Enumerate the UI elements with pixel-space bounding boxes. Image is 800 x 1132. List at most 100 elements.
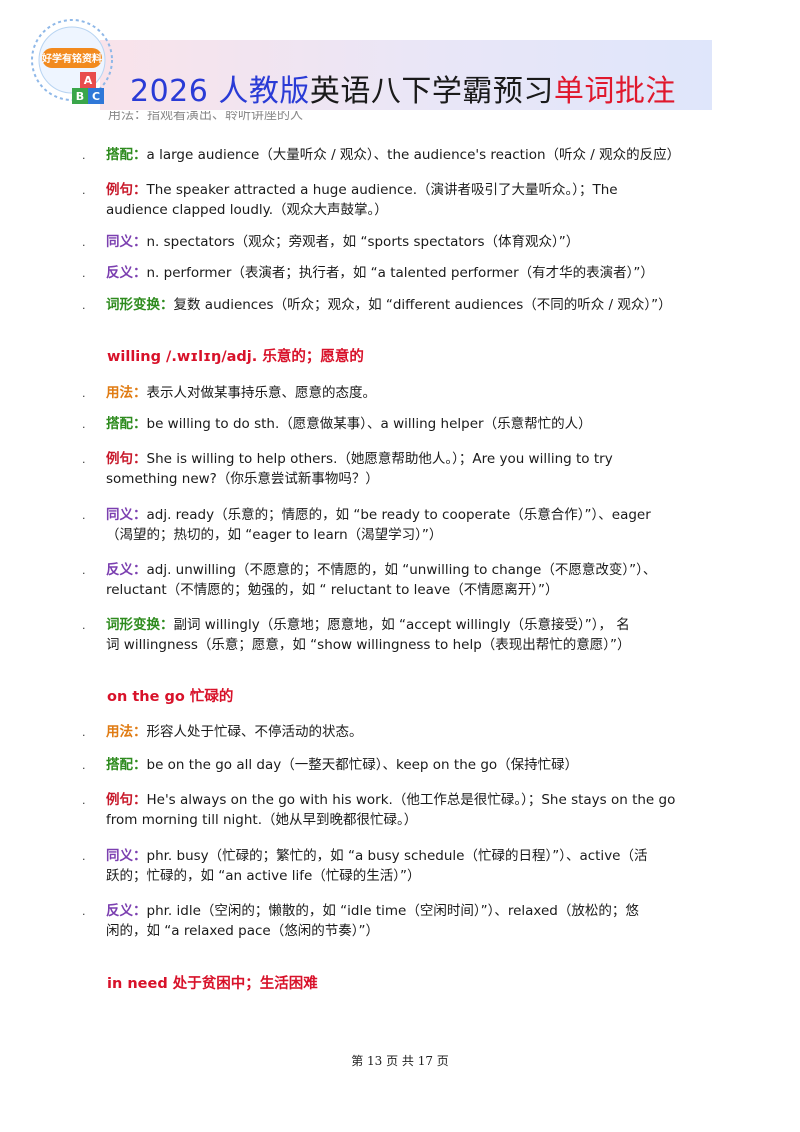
entry-label: 同义： — [106, 234, 147, 250]
annotation-line: 例句：He's always on the go with his work.（… — [106, 790, 706, 810]
annotation-text: 同义：n. spectators（观众；旁观者，如 “sports specta… — [106, 232, 706, 252]
entry-body: She is willing to help others.（她愿意帮助他人。）… — [146, 451, 613, 467]
annotation-text: 词形变换：复数 audiences（听众；观众，如 “different aud… — [106, 295, 706, 315]
page-footer: 第 13 页 共 17 页 — [351, 1054, 449, 1068]
annotation-text: 反义：adj. unwilling（不愿意的；不情愿的，如 “unwilling… — [106, 560, 706, 600]
entry-body: 复数 audiences（听众；观众，如 “different audience… — [173, 297, 672, 313]
entry-body: something new?（你乐意尝试新事物吗？） — [106, 471, 379, 487]
annotation-text: 用法：表示人对做某事持乐意、愿意的态度。 — [106, 383, 706, 403]
page-title: 2026 人教版英语八下学霸预习单词批注 — [130, 74, 676, 110]
entry-label: 用法： — [106, 385, 147, 401]
bullet-mark: . — [82, 387, 86, 400]
annotation-text: 搭配：be willing to do sth.（愿意做某事）、a willin… — [106, 414, 706, 434]
annotation-line: something new?（你乐意尝试新事物吗？） — [106, 469, 706, 489]
entry-label: 搭配： — [106, 757, 147, 773]
entry-body: audience clapped loudly.（观众大声鼓掌。） — [106, 202, 388, 218]
entry-label: 反义： — [106, 265, 147, 281]
annotation-line: 同义：n. spectators（观众；旁观者，如 “sports specta… — [106, 232, 706, 252]
bullet-mark: . — [82, 453, 86, 466]
entry-body: He's always on the go with his work.（他工作… — [146, 792, 676, 808]
annotation-text: 词形变换：副词 willingly（乐意地；愿意地，如 “accept will… — [106, 615, 706, 655]
entry-body: （渴望的；热切的，如 “eager to learn（渴望学习）”） — [106, 527, 443, 543]
annotation-text: 例句：He's always on the go with his work.（… — [106, 790, 706, 830]
annotation-text: 反义：phr. idle（空闲的；懒散的，如 “idle time（空闲时间）”… — [106, 901, 706, 941]
annotation-line: 搭配：be willing to do sth.（愿意做某事）、a willin… — [106, 414, 706, 434]
bullet-mark: . — [82, 509, 86, 522]
logo: 好学有铭资料 A B C — [24, 16, 124, 112]
title-part-notes: 单词批注 — [553, 74, 676, 109]
entry-body: be willing to do sth.（愿意做某事）、a willing h… — [146, 416, 592, 432]
annotation-line: reluctant（不情愿的；勉强的，如 “ reluctant to leav… — [106, 580, 706, 600]
logo-text: 好学有铭资料 — [41, 52, 102, 65]
bullet-mark: . — [82, 726, 86, 739]
cutoff-text: 用法：指观看演出、聆听讲座的人 — [108, 111, 304, 121]
annotation-line: 用法：表示人对做某事持乐意、愿意的态度。 — [106, 383, 706, 403]
entry-body: a large audience（大量听众 / 观众）、the audience… — [146, 147, 681, 163]
entry-label: 词形变换： — [106, 297, 174, 313]
logo-block-a: A — [84, 74, 93, 87]
entry-label: 反义： — [106, 903, 147, 919]
entry-label: 同义： — [106, 848, 147, 864]
bullet-mark: . — [82, 759, 86, 772]
cutoff-previous-line: 用法：指观看演出、聆听讲座的人 — [108, 111, 328, 121]
bullet-mark: . — [82, 850, 86, 863]
entry-label: 词形变换： — [106, 617, 174, 633]
entry-body: phr. idle（空闲的；懒散的，如 “idle time（空闲时间）”）、r… — [146, 903, 639, 919]
annotation-text: 同义：phr. busy（忙碌的；繁忙的，如 “a busy schedule（… — [106, 846, 706, 886]
annotation-text: 搭配：a large audience（大量听众 / 观众）、the audie… — [106, 145, 706, 165]
entry-body: adj. ready（乐意的；情愿的，如 “be ready to cooper… — [146, 507, 651, 523]
annotation-line: 例句：The speaker attracted a huge audience… — [106, 180, 706, 200]
entry-body: 词 willingness（乐意；愿意，如 “show willingness … — [106, 637, 631, 653]
logo-block-c: C — [92, 90, 100, 103]
bullet-mark: . — [82, 564, 86, 577]
annotation-line: 跃的；忙碌的，如 “an active life（忙碌的生活）”） — [106, 866, 706, 886]
annotation-line: 同义：adj. ready（乐意的；情愿的，如 “be ready to coo… — [106, 505, 706, 525]
annotation-line: 搭配：a large audience（大量听众 / 观众）、the audie… — [106, 145, 706, 165]
bullet-mark: . — [82, 299, 86, 312]
entry-label: 例句： — [106, 451, 147, 467]
bullet-mark: . — [82, 149, 86, 162]
annotation-line: 词形变换：副词 willingly（乐意地；愿意地，如 “accept will… — [106, 615, 706, 635]
entry-body: adj. unwilling（不愿意的；不情愿的，如 “unwilling to… — [146, 562, 657, 578]
entry-body: be on the go all day（一整天都忙碌）、keep on the… — [146, 757, 579, 773]
entry-label: 例句： — [106, 792, 147, 808]
bullet-mark: . — [82, 236, 86, 249]
bullet-mark: . — [82, 418, 86, 431]
bullet-mark: . — [82, 619, 86, 632]
word-heading: on the go 忙碌的 — [107, 689, 234, 705]
annotation-line: 同义：phr. busy（忙碌的；繁忙的，如 “a busy schedule（… — [106, 846, 706, 866]
entry-body: 表示人对做某事持乐意、愿意的态度。 — [146, 385, 377, 401]
logo-block-b: B — [76, 90, 84, 103]
word-heading: in need 处于贫困中；生活困难 — [107, 976, 318, 992]
annotation-line: from morning till night.（她从早到晚都很忙碌。） — [106, 810, 706, 830]
entry-body: 跃的；忙碌的，如 “an active life（忙碌的生活）”） — [106, 868, 421, 884]
entry-body: n. spectators（观众；旁观者，如 “sports spectator… — [146, 234, 580, 250]
entry-body: 形容人处于忙碌、不停活动的状态。 — [146, 724, 363, 740]
annotation-line: audience clapped loudly.（观众大声鼓掌。） — [106, 200, 706, 220]
entry-label: 同义： — [106, 507, 147, 523]
bullet-mark: . — [82, 905, 86, 918]
entry-body: 副词 willingly（乐意地；愿意地，如 “accept willingly… — [173, 617, 630, 633]
bullet-mark: . — [82, 794, 86, 807]
title-part-subject: 英语八下学霸预习 — [309, 74, 554, 109]
annotation-text: 例句：She is willing to help others.（她愿意帮助他… — [106, 449, 706, 489]
header-banner — [100, 40, 712, 110]
annotation-line: 词形变换：复数 audiences（听众；观众，如 “different aud… — [106, 295, 706, 315]
annotation-line: 例句：She is willing to help others.（她愿意帮助他… — [106, 449, 706, 469]
annotation-line: 反义：n. performer（表演者；执行者，如 “a talented pe… — [106, 263, 706, 283]
entry-label: 例句： — [106, 182, 147, 198]
annotation-line: （渴望的；热切的，如 “eager to learn（渴望学习）”） — [106, 525, 706, 545]
entry-label: 用法： — [106, 724, 147, 740]
entry-body: reluctant（不情愿的；勉强的，如 “ reluctant to leav… — [106, 582, 559, 598]
annotation-line: 搭配：be on the go all day（一整天都忙碌）、keep on … — [106, 755, 706, 775]
entry-label: 反义： — [106, 562, 147, 578]
bullet-mark: . — [82, 267, 86, 280]
annotation-text: 例句：The speaker attracted a huge audience… — [106, 180, 706, 220]
logo-graphic: 好学有铭资料 A B C — [31, 19, 113, 104]
entry-body: n. performer（表演者；执行者，如 “a talented perfo… — [146, 265, 654, 281]
annotation-line: 反义：phr. idle（空闲的；懒散的，如 “idle time（空闲时间）”… — [106, 901, 706, 921]
annotation-line: 词 willingness（乐意；愿意，如 “show willingness … — [106, 635, 706, 655]
entry-body: 闲的，如 “a relaxed pace（悠闲的节奏）”） — [106, 923, 379, 939]
word-heading: willing /.wɪlɪŋ/adj. 乐意的；愿意的 — [107, 349, 364, 365]
annotation-line: 反义：adj. unwilling（不愿意的；不情愿的，如 “unwilling… — [106, 560, 706, 580]
